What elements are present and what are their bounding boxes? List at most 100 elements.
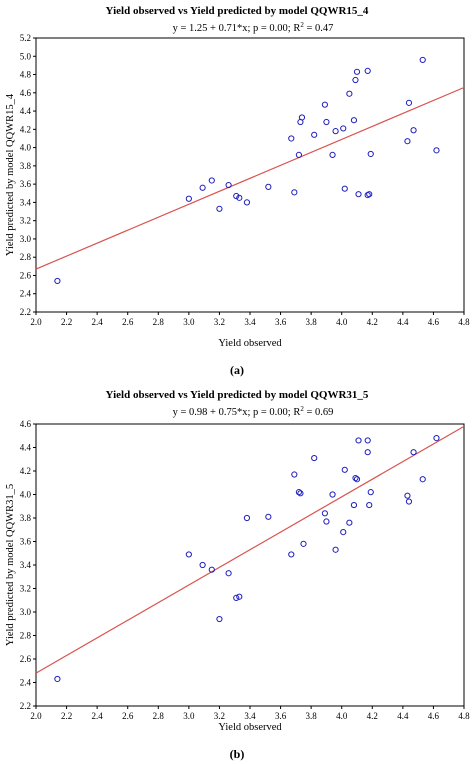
y-tick-label: 3.0 [20, 234, 32, 244]
data-point [366, 501, 373, 509]
y-tick-label: 4.4 [20, 443, 32, 453]
x-tick-label: 4.4 [397, 711, 409, 721]
data-point [332, 546, 339, 553]
x-tick-label: 4.2 [367, 317, 378, 327]
data-point [185, 551, 192, 558]
y-tick-label: 5.0 [20, 51, 32, 61]
data-point [233, 192, 240, 200]
data-point [340, 529, 347, 536]
data-point [311, 131, 318, 138]
chart-title: Yield observed vs Yield predicted by mod… [106, 389, 369, 401]
y-tick-label: 4.0 [20, 143, 32, 153]
data-point [243, 514, 251, 522]
x-tick-label: 3.0 [183, 317, 195, 327]
y-axis: 2.2 2.4 2.6 2.8 3.0 3.2 3.4 3.6 3.8 4.0 4.2 4.4 4.6 4… [20, 33, 36, 317]
y-tick-label: 2.6 [20, 270, 32, 280]
y-tick-label: 2.2 [20, 701, 31, 711]
x-tick-label: 3.6 [275, 317, 287, 327]
data-point [367, 150, 374, 158]
x-tick-label: 2.2 [61, 711, 72, 721]
y-tick-label: 3.2 [20, 216, 31, 226]
y-tick-label: 3.4 [20, 560, 32, 570]
plot-area [35, 423, 465, 707]
data-point [404, 492, 411, 499]
data-point [265, 513, 272, 520]
data-point [311, 454, 318, 462]
data-point [419, 476, 426, 483]
x-tick-label: 4.8 [458, 711, 470, 721]
data-point [291, 189, 298, 196]
data-point [208, 566, 215, 573]
data-point [295, 151, 303, 159]
y-tick-label: 2.8 [20, 631, 32, 641]
y-tick-label: 3.0 [20, 607, 32, 617]
data-point [291, 471, 298, 478]
chart-title: Yield observed vs Yield predicted by mod… [106, 5, 369, 17]
y-tick-label: 3.2 [20, 584, 31, 594]
data-point [236, 593, 243, 600]
data-point [185, 195, 192, 202]
fit-line-group [35, 425, 465, 674]
y-tick-label: 4.2 [20, 124, 31, 134]
data-point [352, 76, 359, 84]
regression-line [35, 86, 465, 270]
y-tick-label: 2.4 [20, 678, 32, 688]
y-axis-label: Yield predicted by model QQWR31_5 [5, 484, 16, 646]
data-point [295, 489, 303, 496]
data-point [352, 474, 359, 482]
data-point [364, 67, 371, 74]
data-point [410, 127, 417, 134]
x-tick-label: 2.8 [153, 711, 165, 721]
x-tick-label: 3.2 [214, 711, 225, 721]
data-point [410, 449, 417, 456]
data-point [366, 191, 373, 198]
data-point [54, 675, 61, 683]
y-tick-label: 3.8 [20, 161, 32, 171]
x-tick-label: 3.8 [306, 317, 318, 327]
points-group [54, 435, 440, 683]
x-axis: 2.0 2.2 2.4 2.6 2.8 3.0 3.2 3.4 3.6 3.8 4.0 4.2 4.4 4… [30, 312, 470, 327]
data-point [353, 476, 361, 483]
data-point [323, 518, 330, 525]
y-tick-label: 3.6 [20, 537, 32, 547]
chart-panel-a: Yield observed vs Yield predicted by mod… [5, 5, 470, 377]
x-tick-label: 3.4 [244, 317, 256, 327]
y-tick-label: 4.6 [20, 88, 32, 98]
data-point [367, 489, 374, 496]
data-point [321, 510, 328, 517]
y-tick-label: 2.2 [20, 307, 31, 317]
data-point [346, 90, 353, 97]
y-tick-label: 4.0 [20, 490, 32, 500]
data-point [350, 117, 358, 124]
x-tick-label: 4.6 [428, 317, 440, 327]
data-point [300, 540, 307, 547]
data-point [236, 194, 243, 201]
y-tick-label: 3.6 [20, 179, 32, 189]
x-tick-label: 2.8 [153, 317, 165, 327]
data-point [243, 199, 251, 206]
y-tick-label: 2.8 [20, 252, 32, 262]
x-tick-label: 4.8 [458, 317, 470, 327]
data-point [405, 498, 413, 505]
data-point [355, 437, 362, 444]
y-tick-label: 4.2 [20, 466, 31, 476]
data-point [332, 128, 339, 135]
data-point [433, 147, 440, 154]
x-tick-label: 2.0 [30, 711, 42, 721]
y-tick-label: 4.6 [20, 419, 32, 429]
panel-label: (b) [230, 747, 245, 761]
x-axis-label: Yield observed [218, 722, 282, 733]
x-tick-label: 2.0 [30, 317, 42, 327]
x-tick-label: 2.4 [92, 711, 104, 721]
x-tick-label: 4.0 [336, 317, 348, 327]
x-axis: 2.0 2.2 2.4 2.6 2.8 3.0 3.2 3.4 3.6 3.8 4.0 4.2 4.4 4… [30, 706, 470, 721]
data-point [225, 181, 232, 189]
data-point [405, 99, 413, 106]
panel-label: (a) [230, 363, 244, 377]
x-tick-label: 2.6 [122, 711, 134, 721]
data-point [297, 490, 304, 497]
data-point [350, 501, 358, 509]
regression-line [35, 425, 465, 674]
data-point [321, 101, 328, 108]
